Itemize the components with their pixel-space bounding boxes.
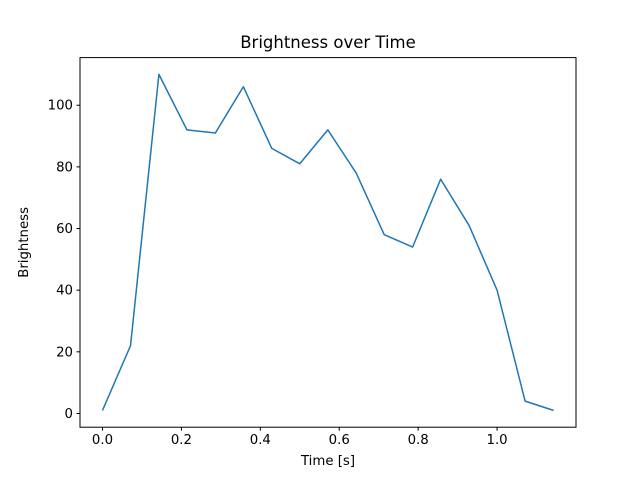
x-tick-label: 1.0 bbox=[487, 433, 508, 448]
y-tick-label: 0 bbox=[65, 407, 73, 422]
y-axis-ticks: 0 20 40 60 80 100 bbox=[48, 99, 80, 422]
y-tick-label: 60 bbox=[56, 222, 73, 237]
chart-title: Brightness over Time bbox=[240, 33, 416, 52]
x-tick-label: 0.2 bbox=[171, 433, 192, 448]
x-tick-label: 0.6 bbox=[329, 433, 350, 448]
y-tick-label: 80 bbox=[56, 160, 73, 175]
x-axis-label: Time [s] bbox=[300, 454, 355, 469]
data-line bbox=[101, 73, 554, 412]
y-tick-label: 20 bbox=[56, 345, 73, 360]
x-tick-label: 0.4 bbox=[250, 433, 271, 448]
y-tick-label: 40 bbox=[56, 284, 73, 299]
x-axis-ticks: 0.0 0.2 0.4 0.6 0.8 1.0 bbox=[92, 427, 508, 448]
y-axis-label: Brightness bbox=[17, 207, 32, 278]
plot-frame bbox=[79, 57, 577, 428]
x-tick-label: 0.0 bbox=[92, 433, 113, 448]
y-tick-label: 100 bbox=[48, 99, 73, 114]
x-tick-label: 0.8 bbox=[408, 433, 429, 448]
